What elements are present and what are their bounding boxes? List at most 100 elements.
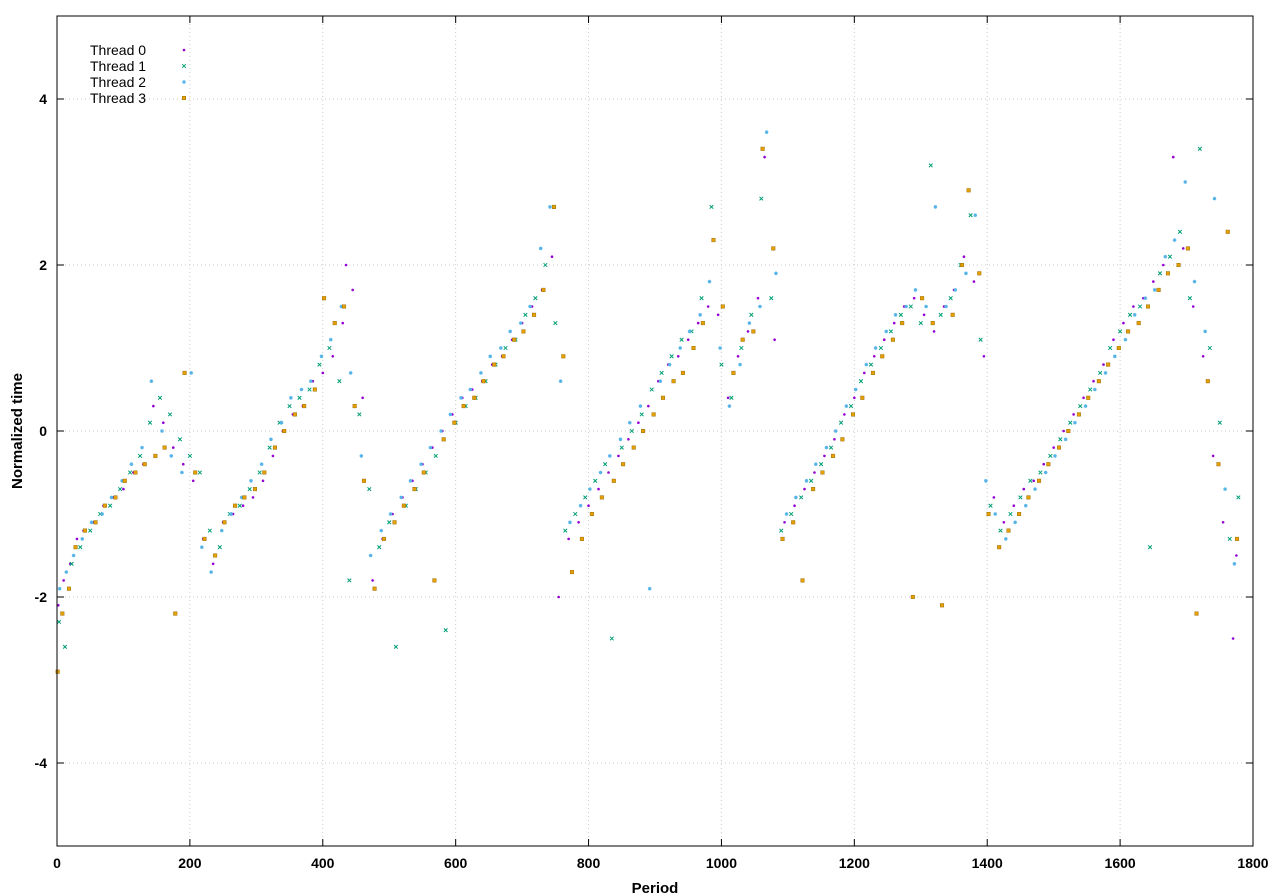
y-tick-label: 4 (39, 91, 47, 107)
point-thread-0 (932, 330, 936, 333)
point-thread-1 (799, 495, 804, 500)
point-thread-3 (481, 379, 486, 384)
point-thread-1 (749, 312, 754, 317)
point-thread-1 (247, 486, 252, 492)
point-thread-1 (818, 462, 824, 467)
point-thread-3 (1106, 362, 1111, 367)
point-thread-1 (639, 412, 644, 417)
point-thread-2 (1004, 537, 1008, 541)
point-thread-3 (342, 304, 347, 309)
point-thread-3 (1026, 495, 1031, 500)
point-thread-1 (1197, 146, 1202, 151)
point-thread-3 (1017, 512, 1022, 517)
point-thread-2 (259, 462, 264, 466)
point-thread-0 (331, 355, 335, 358)
point-thread-1 (1177, 229, 1183, 234)
point-thread-1 (297, 395, 302, 400)
point-thread-1 (649, 387, 654, 392)
point-thread-0 (726, 396, 730, 400)
legend-label: Thread 0 (90, 42, 146, 58)
point-thread-2 (1183, 180, 1188, 184)
x-tick-label: 400 (311, 855, 335, 871)
point-thread-2 (804, 479, 809, 483)
x-tick-label: 0 (53, 855, 61, 871)
point-thread-2 (209, 570, 213, 574)
x-tick-label: 1800 (1237, 855, 1268, 871)
point-thread-0 (557, 595, 560, 599)
point-thread-0 (1235, 554, 1238, 557)
point-thread-2 (864, 362, 869, 367)
point-thread-3 (1006, 528, 1011, 533)
point-thread-0 (922, 313, 926, 317)
point-thread-3 (660, 395, 665, 400)
point-thread-0 (341, 321, 345, 325)
point-thread-1 (659, 370, 664, 376)
point-thread-3 (641, 429, 646, 434)
point-thread-3 (173, 611, 178, 616)
point-thread-0 (181, 462, 185, 466)
legend-label: Thread 3 (90, 90, 146, 106)
point-thread-2 (658, 379, 663, 383)
point-thread-3 (731, 370, 736, 375)
point-thread-1 (1117, 329, 1123, 334)
point-thread-0 (813, 471, 816, 474)
point-thread-3 (561, 354, 566, 359)
point-thread-1 (679, 337, 684, 342)
point-thread-1 (968, 213, 973, 218)
point-thread-1 (739, 345, 744, 351)
point-thread-3 (711, 238, 716, 243)
point-thread-0 (321, 371, 325, 375)
point-thread-0 (882, 338, 886, 342)
point-thread-0 (1082, 396, 1085, 400)
point-thread-2 (269, 437, 273, 442)
point-thread-3 (751, 329, 756, 334)
point-thread-1 (347, 578, 352, 583)
point-thread-0 (647, 404, 650, 408)
point-thread-2 (319, 354, 324, 359)
point-thread-0 (1062, 429, 1065, 433)
point-thread-3 (760, 146, 765, 151)
point-thread-2 (1083, 404, 1088, 408)
point-thread-1 (147, 420, 153, 425)
point-thread-1 (377, 545, 382, 550)
point-thread-0 (152, 404, 155, 408)
point-thread-3 (840, 437, 845, 442)
point-thread-3 (73, 545, 78, 550)
point-thread-3 (253, 487, 258, 492)
point-thread-3 (492, 362, 497, 367)
point-thread-0 (962, 255, 966, 258)
point-thread-3 (1126, 329, 1131, 334)
point-thread-1 (1107, 345, 1113, 351)
point-thread-1 (1227, 536, 1232, 542)
point-thread-0 (1102, 363, 1105, 366)
point-thread-2 (1013, 520, 1017, 525)
point-thread-3 (1037, 478, 1042, 483)
point-thread-2 (180, 470, 184, 475)
point-thread-1 (267, 445, 272, 450)
point-thread-3 (133, 470, 138, 475)
point-thread-3 (532, 312, 537, 317)
point-thread-0 (676, 355, 680, 358)
point-thread-3 (1146, 304, 1151, 309)
point-thread-2 (1152, 288, 1157, 292)
point-thread-3 (361, 478, 366, 483)
point-thread-2 (873, 346, 878, 350)
point-thread-3 (222, 520, 227, 525)
y-tick-label: -4 (35, 755, 48, 771)
point-thread-1 (1018, 495, 1023, 500)
point-thread-0 (696, 321, 700, 325)
point-thread-3 (1225, 229, 1230, 234)
point-thread-1 (393, 644, 399, 649)
point-thread-3 (521, 329, 526, 334)
point-thread-0 (773, 338, 776, 342)
point-thread-3 (193, 470, 198, 475)
point-thread-1 (337, 379, 342, 384)
point-thread-2 (71, 553, 76, 558)
point-thread-3 (122, 478, 127, 483)
point-thread-0 (351, 288, 354, 292)
point-thread-3 (60, 611, 65, 616)
point-thread-2 (913, 288, 918, 292)
point-thread-0 (1152, 280, 1155, 283)
point-thread-2 (239, 495, 244, 500)
